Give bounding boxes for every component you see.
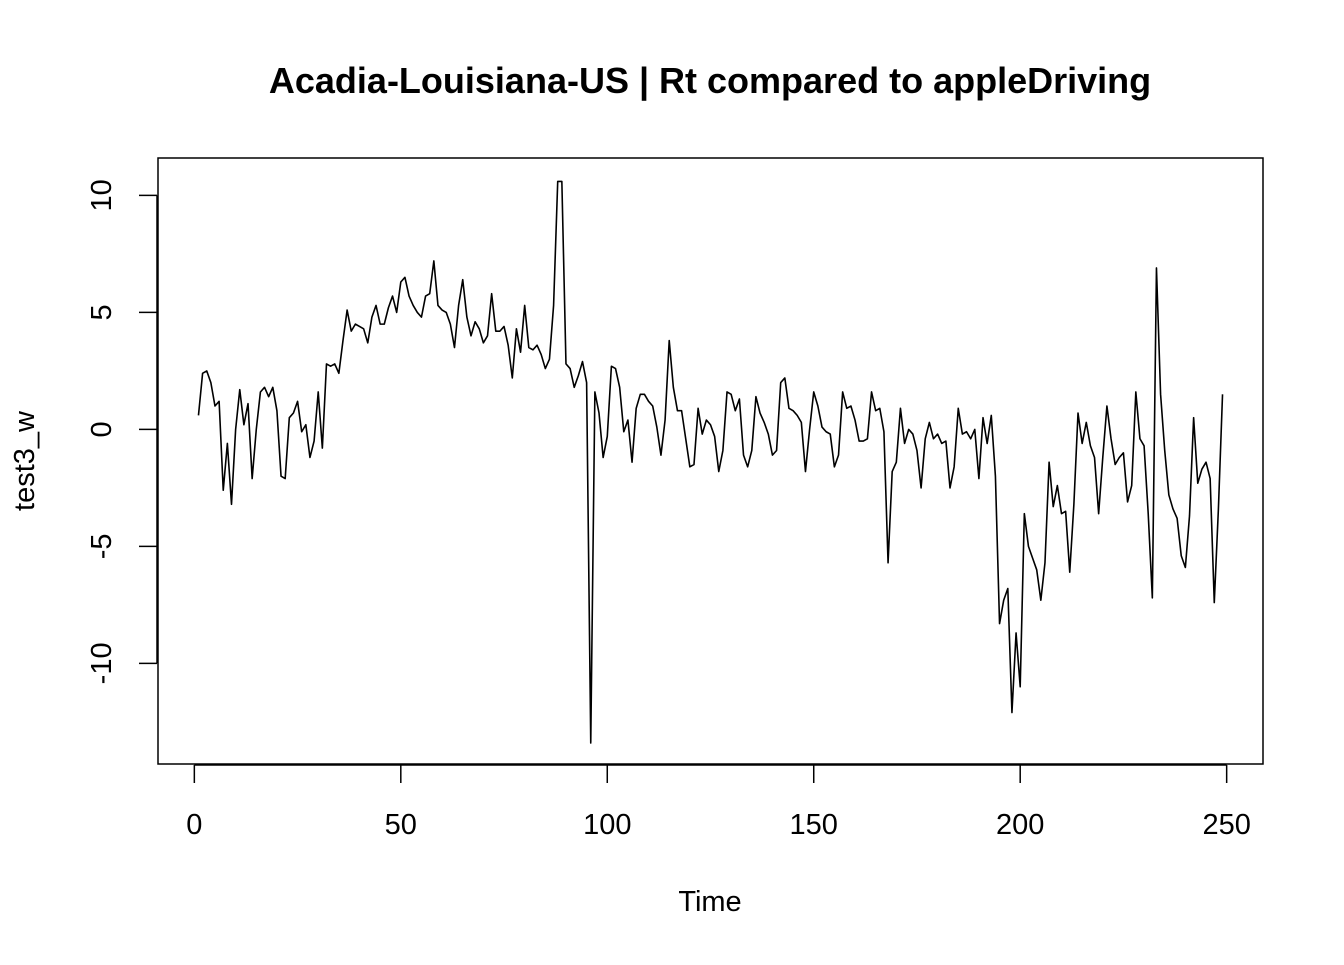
series-layer xyxy=(197,180,1224,744)
y-tick-label: 5 xyxy=(86,304,118,320)
y-axis-label: test3_w xyxy=(9,410,41,511)
y-tick-label: -10 xyxy=(86,642,118,684)
x-tick-label: 250 xyxy=(1202,809,1250,841)
x-axis-label: Time xyxy=(678,886,741,918)
y-tick-label: 10 xyxy=(86,179,118,211)
y-tick-label: 0 xyxy=(86,421,118,437)
x-tick-label: 0 xyxy=(186,809,202,841)
y-axis: -10 -5 0 5 10 xyxy=(86,179,158,684)
x-tick-label: 50 xyxy=(385,809,417,841)
plot-frame xyxy=(157,157,1264,765)
chart-title: Acadia-Louisiana-US | Rt compared to app… xyxy=(269,60,1151,102)
x-axis: 0 50 100 150 200 250 xyxy=(186,764,1251,841)
x-tick-label: 100 xyxy=(583,809,631,841)
x-tick-label: 150 xyxy=(790,809,838,841)
x-tick-label: 200 xyxy=(996,809,1044,841)
y-tick-label: -5 xyxy=(86,534,118,560)
series-line xyxy=(197,180,1224,744)
